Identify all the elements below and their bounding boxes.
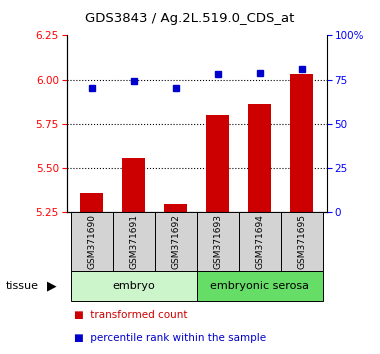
FancyBboxPatch shape bbox=[155, 212, 197, 271]
Bar bbox=[164, 204, 187, 212]
Bar bbox=[122, 158, 145, 212]
Text: GSM371690: GSM371690 bbox=[87, 214, 96, 269]
FancyBboxPatch shape bbox=[280, 212, 323, 271]
FancyBboxPatch shape bbox=[71, 271, 197, 301]
FancyBboxPatch shape bbox=[71, 212, 113, 271]
FancyBboxPatch shape bbox=[197, 271, 323, 301]
Text: GDS3843 / Ag.2L.519.0_CDS_at: GDS3843 / Ag.2L.519.0_CDS_at bbox=[86, 12, 294, 25]
Text: GSM371692: GSM371692 bbox=[171, 214, 180, 269]
Bar bbox=[80, 193, 103, 212]
Text: GSM371693: GSM371693 bbox=[213, 214, 222, 269]
FancyBboxPatch shape bbox=[197, 212, 239, 271]
Text: GSM371691: GSM371691 bbox=[129, 214, 138, 269]
Text: embryo: embryo bbox=[112, 281, 155, 291]
Text: ■  percentile rank within the sample: ■ percentile rank within the sample bbox=[74, 333, 266, 343]
FancyBboxPatch shape bbox=[113, 212, 155, 271]
Text: ■  transformed count: ■ transformed count bbox=[74, 310, 188, 320]
Text: GSM371694: GSM371694 bbox=[255, 214, 264, 269]
Bar bbox=[206, 115, 229, 212]
Text: GSM371695: GSM371695 bbox=[297, 214, 306, 269]
Text: ▶: ▶ bbox=[46, 279, 56, 292]
Text: tissue: tissue bbox=[6, 281, 39, 291]
FancyBboxPatch shape bbox=[239, 212, 280, 271]
Text: embryonic serosa: embryonic serosa bbox=[210, 281, 309, 291]
Bar bbox=[248, 104, 271, 212]
Bar bbox=[290, 74, 313, 212]
